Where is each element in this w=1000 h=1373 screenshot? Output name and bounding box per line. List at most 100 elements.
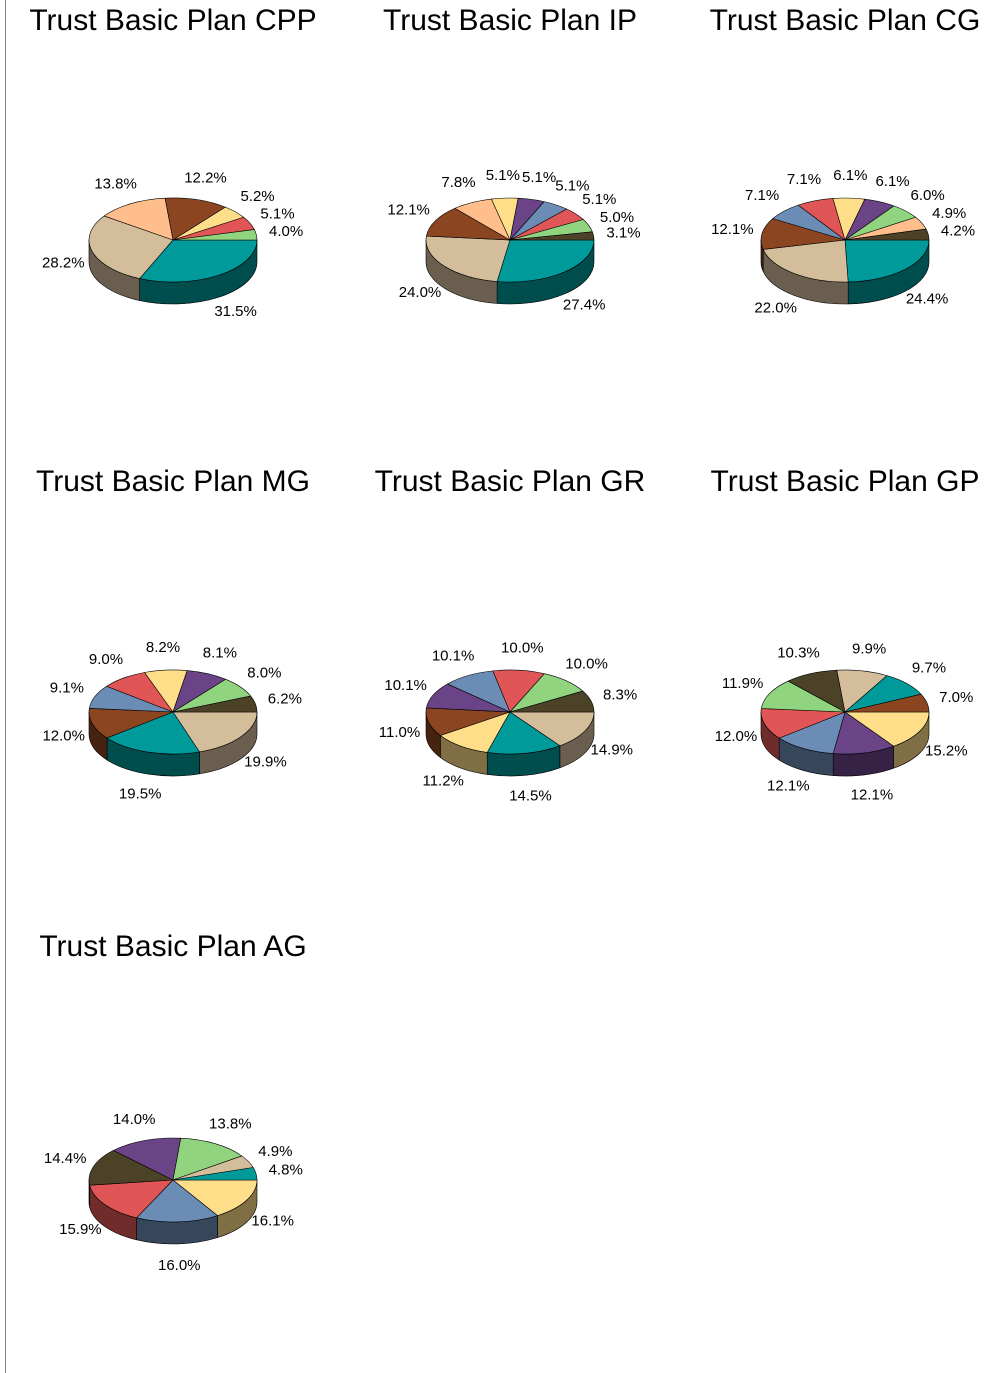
pie-slice bbox=[88, 215, 174, 279]
data-label: 5.1% bbox=[260, 205, 294, 222]
pie-slice bbox=[136, 1179, 218, 1223]
pie-chart: Trust Basic Plan CPP 31.5% 28.2% 13.8% 12.2%… bbox=[29, 4, 316, 320]
data-label: 16.1% bbox=[251, 1213, 294, 1230]
data-label: 22.0% bbox=[754, 299, 797, 316]
data-label: 7.8% bbox=[441, 174, 475, 191]
pie-slice bbox=[496, 239, 595, 283]
data-label: 9.9% bbox=[852, 640, 886, 657]
pie-chart: Trust Basic Plan CG 24.4% 22.0% 12.1% 7.1% 7.… bbox=[710, 4, 981, 316]
data-label: 3.1% bbox=[606, 225, 640, 242]
data-label: 7.0% bbox=[939, 689, 973, 706]
data-label: 28.2% bbox=[42, 254, 85, 271]
pie-slice bbox=[139, 239, 258, 283]
pie-slice bbox=[844, 228, 930, 241]
data-label: 19.5% bbox=[119, 785, 162, 802]
data-label: 4.0% bbox=[269, 223, 303, 240]
data-label: 11.0% bbox=[379, 724, 420, 741]
data-label: 5.1% bbox=[582, 191, 616, 208]
data-label: 6.2% bbox=[268, 691, 302, 708]
pie-chart: Trust Basic Plan IP 27.4% 24.0% 12.1% 7.8% 5.… bbox=[383, 4, 641, 313]
data-label: 10.0% bbox=[565, 656, 608, 673]
data-label: 12.1% bbox=[767, 778, 810, 795]
data-label: 5.1% bbox=[522, 169, 556, 186]
data-label: 5.1% bbox=[555, 177, 589, 194]
data-label: 14.5% bbox=[509, 788, 552, 805]
data-label: 14.4% bbox=[44, 1150, 87, 1167]
data-label: 13.8% bbox=[94, 176, 137, 193]
pie-slice bbox=[760, 680, 846, 713]
pie-slice bbox=[762, 239, 849, 283]
pie-slice bbox=[509, 711, 595, 747]
pie-slice bbox=[164, 197, 226, 241]
data-label: 6.1% bbox=[833, 167, 867, 184]
data-label: 4.2% bbox=[941, 223, 975, 240]
data-label: 10.3% bbox=[777, 645, 820, 662]
data-label: 4.9% bbox=[258, 1143, 292, 1160]
pie-slice bbox=[172, 1137, 243, 1181]
pie-slice bbox=[106, 711, 200, 755]
data-label: 12.0% bbox=[42, 727, 85, 744]
pie-slice bbox=[425, 235, 511, 282]
pie-slice bbox=[172, 695, 258, 713]
data-label: 6.1% bbox=[875, 173, 909, 190]
pie-slice bbox=[760, 218, 846, 250]
pie-chart: Trust Basic Plan AG 16.1% 16.0% 15.9% 14.4% 1… bbox=[39, 930, 306, 1274]
pie-slice bbox=[509, 231, 595, 241]
data-label: 5.1% bbox=[486, 167, 520, 184]
data-label: 4.9% bbox=[932, 205, 966, 222]
pie-slice bbox=[778, 711, 846, 754]
pie-slice bbox=[832, 711, 894, 755]
data-label: 24.4% bbox=[906, 291, 949, 308]
data-label: 31.5% bbox=[214, 303, 257, 320]
pie-slice bbox=[88, 708, 174, 739]
chart-title: Trust Basic Plan GP bbox=[711, 465, 980, 498]
data-label: 6.0% bbox=[911, 187, 945, 204]
data-label: 8.1% bbox=[203, 645, 237, 662]
pie-slice bbox=[844, 239, 930, 283]
pie-slice bbox=[172, 711, 258, 753]
data-label: 7.1% bbox=[787, 171, 821, 188]
data-label: 10.1% bbox=[384, 677, 427, 694]
data-label: 5.2% bbox=[240, 188, 274, 205]
pie-slice bbox=[509, 690, 595, 713]
chart-title: Trust Basic Plan IP bbox=[383, 4, 637, 37]
pie-slice bbox=[172, 1179, 258, 1216]
pie-slice bbox=[172, 229, 258, 241]
chart-title: Trust Basic Plan AG bbox=[39, 930, 306, 963]
pie-chart: Trust Basic Plan MG 19.9% 19.5% 12.0% 9.1% 9.… bbox=[36, 465, 310, 802]
chart-title: Trust Basic Plan MG bbox=[36, 465, 310, 498]
pie-slice bbox=[844, 693, 930, 713]
data-label: 19.9% bbox=[244, 753, 287, 770]
data-label: 12.0% bbox=[715, 728, 758, 745]
data-label: 14.9% bbox=[590, 742, 633, 759]
chart-title: Trust Basic Plan CG bbox=[710, 4, 981, 37]
data-label: 10.0% bbox=[501, 639, 544, 656]
data-label: 15.2% bbox=[925, 742, 968, 759]
data-label: 9.1% bbox=[50, 680, 84, 697]
pie-slice bbox=[486, 711, 561, 755]
data-label: 13.8% bbox=[209, 1116, 252, 1133]
pie-slice bbox=[426, 207, 511, 241]
data-label: 9.7% bbox=[912, 660, 946, 677]
data-label: 27.4% bbox=[563, 296, 606, 313]
data-label: 12.1% bbox=[851, 787, 894, 804]
data-label: 7.1% bbox=[745, 187, 779, 204]
data-label: 14.0% bbox=[113, 1111, 156, 1128]
pie-slice bbox=[113, 1137, 182, 1181]
data-label: 8.2% bbox=[146, 639, 180, 656]
data-label: 10.1% bbox=[432, 648, 475, 665]
data-label: 24.0% bbox=[399, 284, 442, 301]
pie-slice bbox=[88, 1150, 174, 1186]
pie-slice bbox=[844, 711, 930, 747]
data-label: 12.1% bbox=[387, 202, 430, 219]
data-label: 16.0% bbox=[158, 1257, 201, 1274]
pie-slice bbox=[103, 197, 174, 241]
data-label: 11.9% bbox=[722, 675, 763, 692]
pie-slice bbox=[89, 1179, 174, 1219]
data-label: 12.2% bbox=[184, 170, 227, 187]
data-label: 12.1% bbox=[711, 221, 754, 238]
pie-chart: Trust Basic Plan GR 14.9% 14.5% 11.2% 11.0% 1… bbox=[375, 465, 646, 805]
data-label: 8.0% bbox=[247, 665, 281, 682]
data-label: 9.0% bbox=[89, 651, 123, 668]
